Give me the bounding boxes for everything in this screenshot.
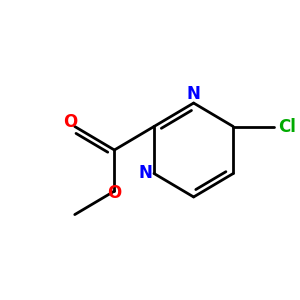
Text: O: O xyxy=(107,184,122,202)
Text: Cl: Cl xyxy=(278,118,296,136)
Text: N: N xyxy=(187,85,201,103)
Text: O: O xyxy=(63,113,77,131)
Text: N: N xyxy=(138,164,152,182)
